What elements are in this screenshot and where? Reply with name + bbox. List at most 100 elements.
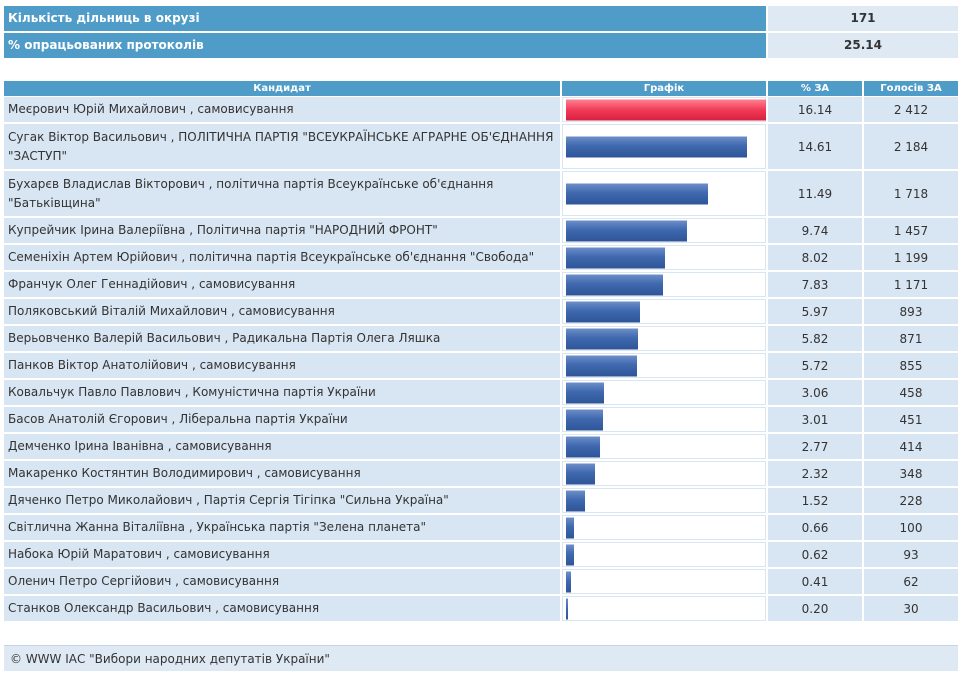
vote-count: 458 xyxy=(864,380,958,405)
vote-bar xyxy=(566,301,640,322)
graph-cell xyxy=(562,380,766,405)
candidate-name: Оленич Петро Сергійович , самовисування xyxy=(4,569,560,594)
graph-cell xyxy=(562,97,766,122)
vote-percent: 2.77 xyxy=(768,434,862,459)
vote-bar xyxy=(566,544,574,565)
vote-percent: 0.20 xyxy=(768,596,862,621)
candidate-name: Семеніхін Артем Юрійович , політична пар… xyxy=(4,245,560,270)
vote-percent: 3.06 xyxy=(768,380,862,405)
vote-percent: 1.52 xyxy=(768,488,862,513)
vote-percent: 5.72 xyxy=(768,353,862,378)
graph-cell xyxy=(562,245,766,270)
candidate-name: Басов Анатолій Єгорович , Ліберальна пар… xyxy=(4,407,560,432)
vote-bar xyxy=(566,99,766,120)
table-row: Дяченко Петро Миколайович , Партія Сергі… xyxy=(4,488,958,513)
vote-count: 2 184 xyxy=(864,124,958,169)
vote-percent: 7.83 xyxy=(768,272,862,297)
header-votes: Голосів ЗА xyxy=(864,81,958,96)
vote-count: 871 xyxy=(864,326,958,351)
candidate-name: Набока Юрій Маратович , самовисування xyxy=(4,542,560,567)
candidate-name: Купрейчик Ірина Валеріївна , Політична п… xyxy=(4,218,560,243)
candidate-name: Бухарєв Владислав Вікторович , політична… xyxy=(4,171,560,216)
vote-bar xyxy=(566,274,663,295)
header-graph: Графік xyxy=(562,81,766,96)
table-row: Набока Юрій Маратович , самовисування 0.6… xyxy=(4,542,958,567)
table-row: Сугак Віктор Васильович , ПОЛІТИЧНА ПАРТ… xyxy=(4,124,958,169)
table-row: Меєрович Юрій Михайлович , самовисування… xyxy=(4,97,958,122)
candidate-name: Верьовченко Валерій Васильович , Радикал… xyxy=(4,326,560,351)
vote-count: 414 xyxy=(864,434,958,459)
table-row: Макаренко Костянтин Володимирович , само… xyxy=(4,461,958,486)
vote-percent: 0.66 xyxy=(768,515,862,540)
vote-bar xyxy=(566,382,604,403)
vote-count: 100 xyxy=(864,515,958,540)
candidate-name: Демченко Ірина Іванівна , самовисування xyxy=(4,434,560,459)
candidate-name: Панков Віктор Анатолійович , самовисуван… xyxy=(4,353,560,378)
vote-percent: 0.41 xyxy=(768,569,862,594)
stations-value: 171 xyxy=(768,6,958,31)
vote-bar xyxy=(566,409,603,430)
table-row: Демченко Ірина Іванівна , самовисування 2… xyxy=(4,434,958,459)
graph-cell xyxy=(562,218,766,243)
graph-cell xyxy=(562,461,766,486)
graph-cell xyxy=(562,596,766,621)
footer-copyright: © WWW ІАС "Вибори народних депутатів Укр… xyxy=(4,645,958,671)
graph-cell xyxy=(562,569,766,594)
vote-bar xyxy=(566,328,638,349)
graph-cell xyxy=(562,407,766,432)
results-rows: Меєрович Юрій Михайлович , самовисування… xyxy=(4,97,958,621)
vote-count: 93 xyxy=(864,542,958,567)
vote-percent: 5.82 xyxy=(768,326,862,351)
candidate-name: Поляковський Віталій Михайлович , самови… xyxy=(4,299,560,324)
results-header: Кандидат Графік % ЗА Голосів ЗА xyxy=(4,81,958,96)
vote-bar xyxy=(566,247,665,268)
candidate-name: Франчук Олег Геннадійович , самовисуванн… xyxy=(4,272,560,297)
table-row: Оленич Петро Сергійович , самовисування 0… xyxy=(4,569,958,594)
vote-bar xyxy=(566,220,687,241)
vote-bar xyxy=(566,517,574,538)
candidate-name: Ковальчук Павло Павлович , Комуністична … xyxy=(4,380,560,405)
table-row: Бухарєв Владислав Вікторович , політична… xyxy=(4,171,958,216)
results-table: Кандидат Графік % ЗА Голосів ЗА Меєрович… xyxy=(4,81,958,623)
processed-label: % опрацьованих протоколів xyxy=(4,33,766,58)
vote-percent: 3.01 xyxy=(768,407,862,432)
candidate-name: Станков Олександр Васильович , самовисув… xyxy=(4,596,560,621)
vote-percent: 11.49 xyxy=(768,171,862,216)
vote-count: 1 718 xyxy=(864,171,958,216)
table-row: Семеніхін Артем Юрійович , політична пар… xyxy=(4,245,958,270)
vote-count: 348 xyxy=(864,461,958,486)
graph-cell xyxy=(562,272,766,297)
graph-cell xyxy=(562,326,766,351)
table-row: Світлична Жанна Віталіївна , Українська … xyxy=(4,515,958,540)
candidate-name: Дяченко Петро Миколайович , Партія Сергі… xyxy=(4,488,560,513)
vote-count: 1 199 xyxy=(864,245,958,270)
graph-cell xyxy=(562,542,766,567)
vote-count: 1 457 xyxy=(864,218,958,243)
graph-cell xyxy=(562,353,766,378)
vote-bar xyxy=(566,436,600,457)
vote-count: 1 171 xyxy=(864,272,958,297)
graph-cell xyxy=(562,515,766,540)
graph-cell xyxy=(562,488,766,513)
table-row: Станков Олександр Васильович , самовисув… xyxy=(4,596,958,621)
vote-percent: 14.61 xyxy=(768,124,862,169)
vote-count: 893 xyxy=(864,299,958,324)
summary-row-processed: % опрацьованих протоколів 25.14 xyxy=(4,33,958,58)
vote-percent: 2.32 xyxy=(768,461,862,486)
vote-count: 2 412 xyxy=(864,97,958,122)
table-row: Франчук Олег Геннадійович , самовисуванн… xyxy=(4,272,958,297)
vote-bar xyxy=(566,355,637,376)
vote-bar xyxy=(566,463,595,484)
graph-cell xyxy=(562,299,766,324)
table-row: Басов Анатолій Єгорович , Ліберальна пар… xyxy=(4,407,958,432)
header-pct: % ЗА xyxy=(768,81,862,96)
table-row: Купрейчик Ірина Валеріївна , Політична п… xyxy=(4,218,958,243)
graph-cell xyxy=(562,124,766,169)
graph-cell xyxy=(562,434,766,459)
vote-percent: 9.74 xyxy=(768,218,862,243)
vote-count: 228 xyxy=(864,488,958,513)
table-row: Поляковський Віталій Михайлович , самови… xyxy=(4,299,958,324)
summary-row-stations: Кількість дільниць в окрузі 171 xyxy=(4,6,958,31)
processed-value: 25.14 xyxy=(768,33,958,58)
table-row: Ковальчук Павло Павлович , Комуністична … xyxy=(4,380,958,405)
